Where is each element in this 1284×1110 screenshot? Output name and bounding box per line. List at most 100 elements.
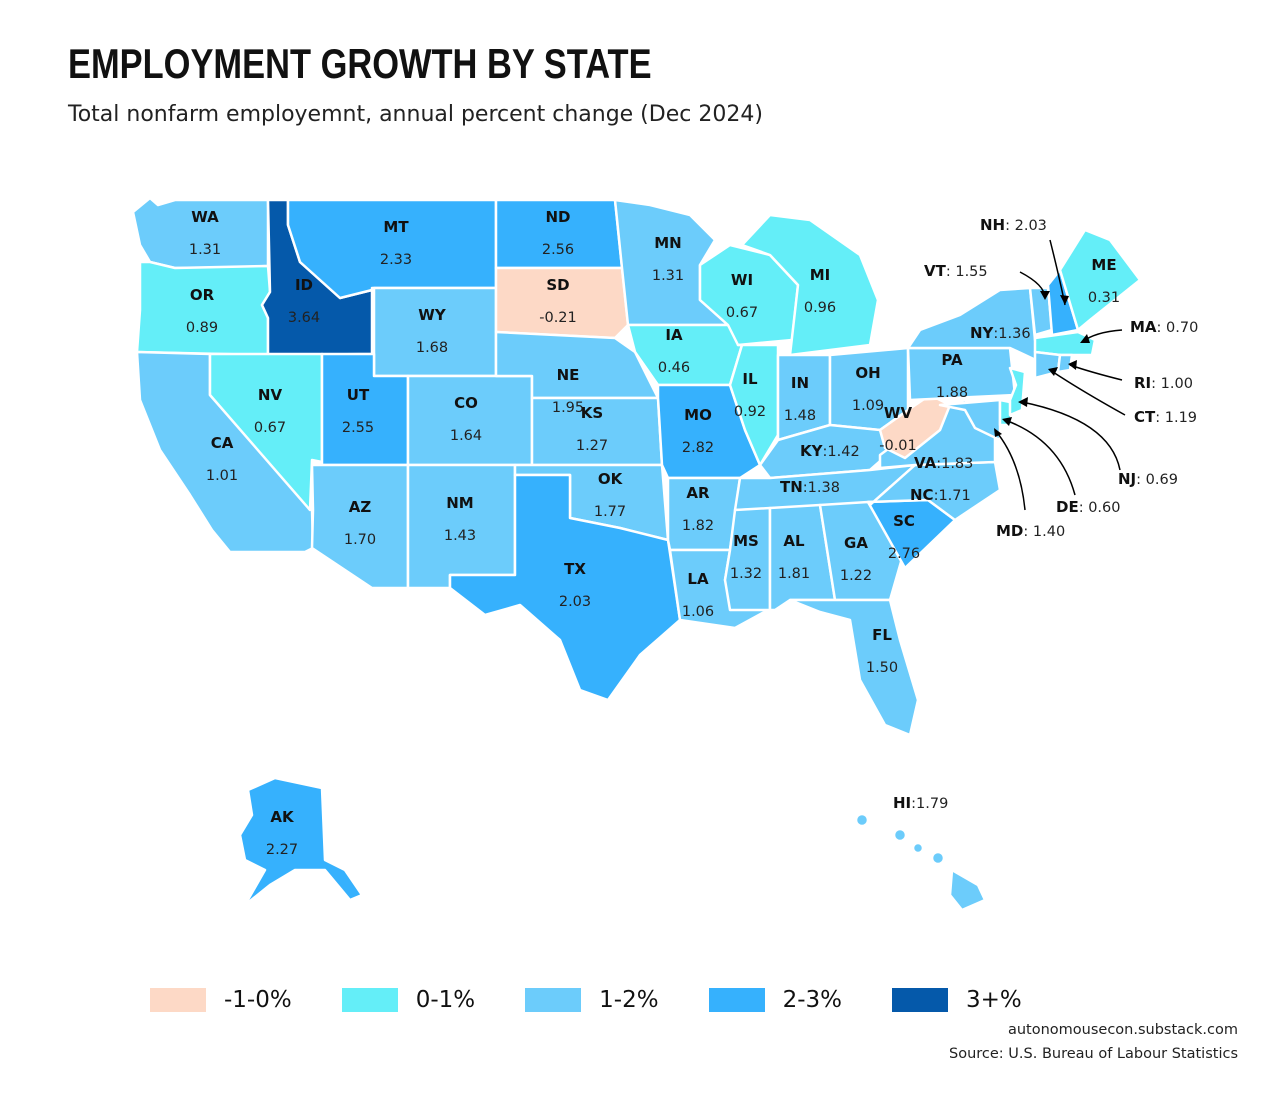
state-ME[interactable] [1058,228,1142,332]
state-label-RI: RI: 1.00 [1134,374,1193,392]
state-label-VA: VA:1.83 [914,454,973,472]
state-OR[interactable] [135,260,272,357]
state-label-NY: NY:1.36 [970,324,1031,342]
state-NJ[interactable] [1008,366,1027,417]
state-value-MS: 1.32 [730,566,762,582]
state-abbr-MN: MN [654,234,681,252]
legend-item: 1-2% [525,987,659,1013]
state-abbr-NE: NE [557,366,580,384]
state-value-OK: 1.77 [594,504,626,520]
credit-source: Source: U.S. Bureau of Labour Statistics [949,1046,1238,1062]
state-value-AZ: 1.70 [344,532,376,548]
state-value-ND: 2.56 [542,242,574,258]
state-MD[interactable] [938,398,1002,442]
state-label-KY: KY:1.42 [800,442,860,460]
page-title: EMPLOYMENT GROWTH BY STATE [68,40,652,87]
state-value-IA: 0.46 [658,360,690,376]
state-abbr-IA: IA [665,326,683,344]
state-value-ME: 0.31 [1088,290,1120,306]
legend-label: 2-3% [782,987,842,1013]
state-abbr-OK: OK [598,470,624,488]
state-abbr-FL: FL [872,626,892,644]
state-abbr-KS: KS [581,404,603,422]
state-abbr-SD: SD [546,276,569,294]
state-WY[interactable] [372,286,498,378]
legend-swatch [892,988,948,1012]
legend-label: 1-2% [599,987,659,1013]
legend-label: -1-0% [224,987,292,1013]
legend-swatch [708,988,765,1012]
legend-swatch [525,988,582,1012]
state-abbr-IL: IL [742,370,758,388]
state-value-LA: 1.06 [682,604,714,620]
state-CO[interactable] [406,374,534,467]
state-NM[interactable] [406,463,517,590]
state-value-AR: 1.82 [682,518,714,534]
state-value-GA: 1.22 [840,568,872,584]
state-value-OR: 0.89 [186,320,218,336]
state-value-TX: 2.03 [559,594,591,610]
state-abbr-NM: NM [446,494,473,512]
state-abbr-WY: WY [418,306,447,324]
state-value-AL: 1.81 [778,566,810,582]
state-label-NH: NH: 2.03 [980,216,1047,234]
legend-swatch [341,988,398,1012]
state-HI[interactable] [854,812,987,912]
state-value-WV: -0.01 [879,438,917,454]
state-abbr-CA: CA [211,434,234,452]
state-abbr-MI: MI [810,266,831,284]
state-AZ[interactable] [310,463,410,590]
state-WV[interactable] [878,393,952,460]
state-value-WA: 1.31 [189,242,221,258]
legend-swatch [150,988,206,1012]
legend-item: 0-1% [341,987,476,1013]
legend-label: 0-1% [415,987,476,1013]
state-FL[interactable] [788,598,920,737]
legend: -1-0% 0-1% 1-2% 2-3% 3+% [150,987,1072,1013]
state-TX[interactable] [448,473,682,702]
state-value-SC: 2.76 [888,546,920,562]
state-label-MA: MA: 0.70 [1130,318,1198,336]
state-value-MO: 2.82 [682,440,714,456]
state-label-TN: TN:1.38 [780,478,840,496]
state-abbr-MS: MS [733,532,759,550]
state-SD[interactable] [494,266,630,340]
legend-item: 2-3% [708,987,842,1013]
state-abbr-AL: AL [783,532,805,550]
state-value-UT: 2.55 [342,420,374,436]
state-label-HI: HI:1.79 [893,794,948,812]
state-label-CT: CT: 1.19 [1134,408,1197,426]
state-abbr-UT: UT [347,386,370,404]
state-value-NV: 0.67 [254,420,286,436]
state-value-MT: 2.33 [380,252,412,268]
state-value-WI: 0.67 [726,305,758,321]
state-abbr-MT: MT [383,218,409,236]
state-abbr-PA: PA [941,351,963,369]
state-abbr-IN: IN [791,374,809,392]
state-value-OH: 1.09 [852,398,884,414]
state-abbr-AK: AK [270,808,295,826]
state-AK[interactable] [238,776,364,907]
callout-arrowheads [994,291,1090,437]
state-RI[interactable] [1056,353,1074,374]
legend-label: 3+% [966,987,1022,1013]
state-abbr-WA: WA [191,208,219,226]
state-label-NJ: NJ: 0.69 [1118,470,1178,488]
legend-item: 3+% [892,987,1022,1013]
state-abbr-AZ: AZ [349,498,372,516]
state-abbr-NV: NV [258,386,283,404]
state-label-MD: MD: 1.40 [996,522,1065,540]
state-abbr-AR: AR [686,484,710,502]
state-value-MI: 0.96 [804,300,836,316]
state-label-DE: DE: 0.60 [1056,498,1120,516]
state-abbr-CO: CO [454,394,478,412]
state-value-PA: 1.88 [936,385,968,401]
state-value-KS: 1.27 [576,438,608,454]
state-abbr-MO: MO [684,406,712,424]
credit-site: autonomousecon.substack.com [1007,1022,1238,1038]
state-label-NC: NC:1.71 [910,486,971,504]
state-abbr-WI: WI [731,271,753,289]
state-abbr-ND: ND [545,208,570,226]
state-MI[interactable] [740,213,880,357]
